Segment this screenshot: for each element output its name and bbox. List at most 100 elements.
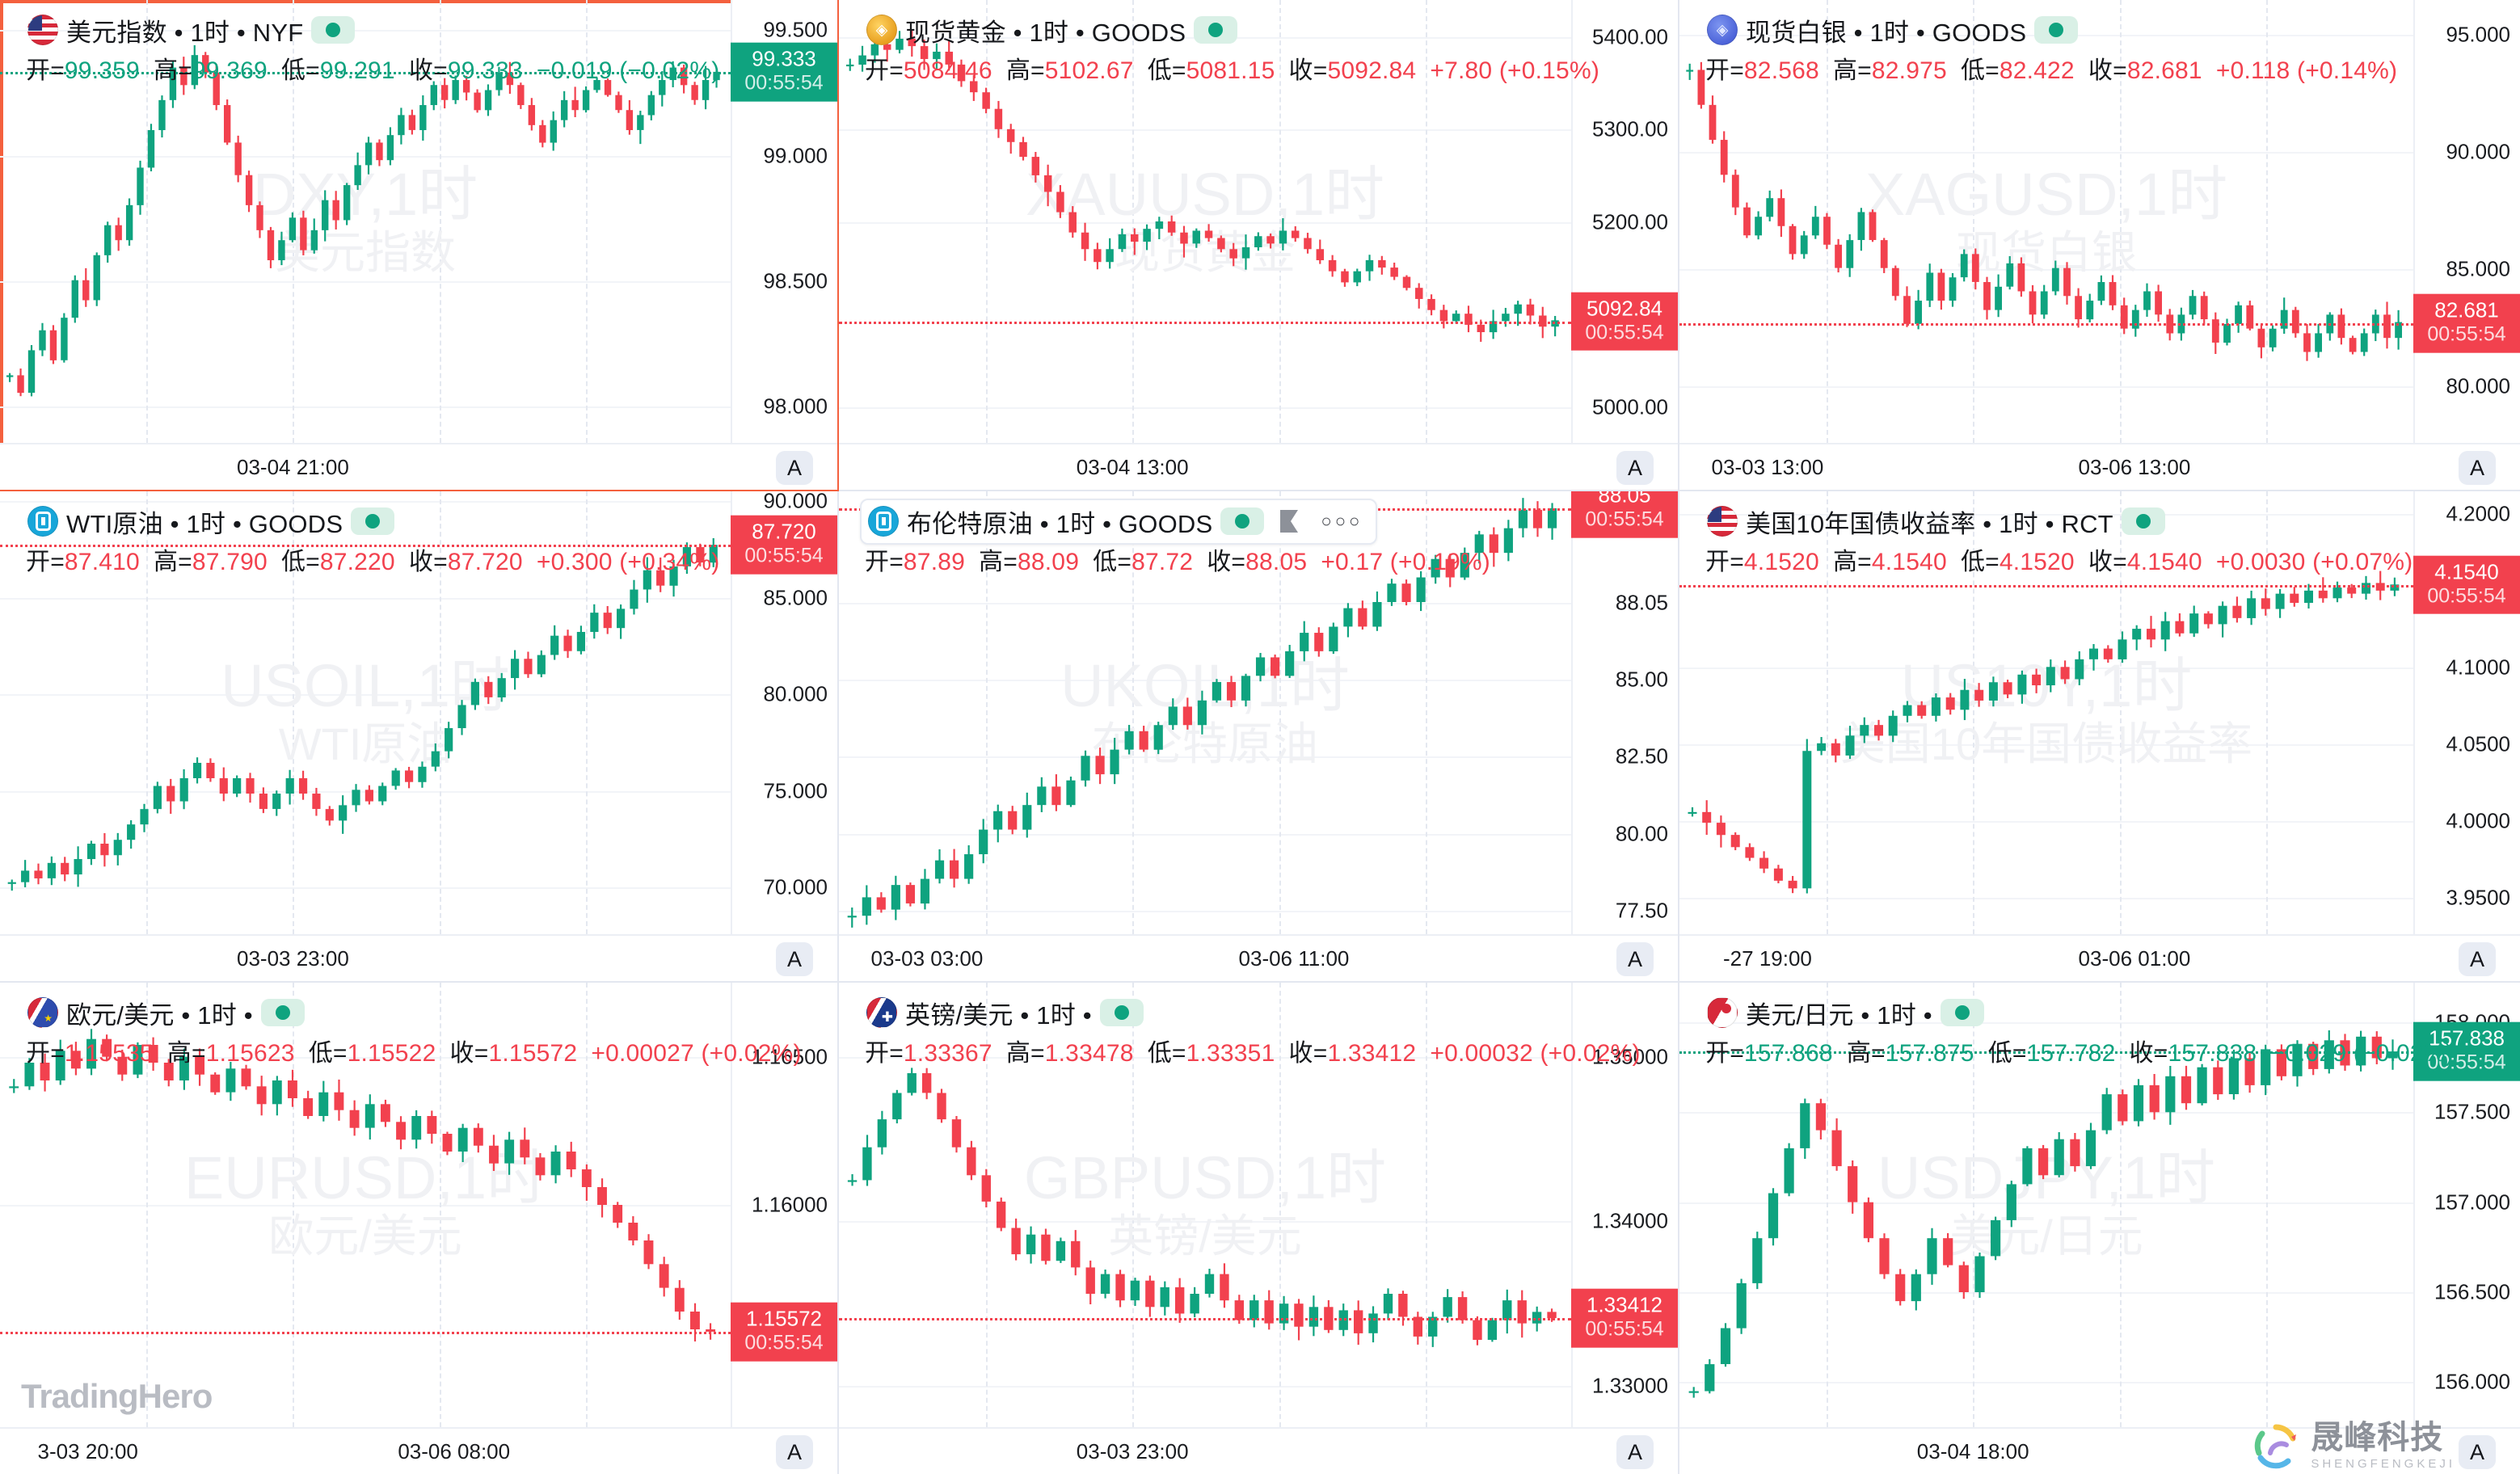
price-axis-eurusd[interactable]: 1.16500 1.16000 1.15572 00:55:54 bbox=[731, 983, 837, 1427]
flag-marker-icon[interactable] bbox=[1279, 508, 1303, 534]
auto-scale-button[interactable]: A bbox=[1616, 451, 1654, 485]
time-tick-label: 03-04 13:00 bbox=[1076, 455, 1189, 479]
symbol-pill[interactable]: 布伦特原油 • 1时 • GOODS ○○○ bbox=[860, 498, 1378, 545]
current-price-badge[interactable]: 157.838 00:55:54 bbox=[2413, 1021, 2520, 1081]
close-value: 1.33412 bbox=[1327, 1040, 1417, 1067]
price-axis-xauusd[interactable]: 5400.00 5300.00 5200.00 5000.00 5092.84 00:55… bbox=[1571, 0, 1678, 443]
market-status-chip[interactable] bbox=[2034, 16, 2079, 44]
time-axis-xagusd[interactable]: 03-03 13:00 03-06 13:00 A bbox=[1679, 443, 2520, 490]
time-axis-usoil[interactable]: 03-03 23:00 A bbox=[0, 934, 837, 981]
current-price-badge[interactable]: 4.1540 00:55:54 bbox=[2413, 555, 2520, 615]
symbol-pill[interactable]: 美国10年国债收益率 • 1时 • RCT bbox=[1700, 500, 2178, 543]
symbol-row: 现货黄金 • 1时 • GOODS bbox=[860, 11, 1678, 48]
symbol-row: 布伦特原油 • 1时 • GOODS ○○○ bbox=[860, 498, 1678, 545]
candlestick-series bbox=[839, 491, 1571, 934]
time-axis-us10y[interactable]: -27 19:00 03-06 01:00 A bbox=[1679, 934, 2520, 981]
price-axis-us10y[interactable]: 4.2000 4.1000 4.0500 4.0000 3.9500 4.1540 00:5… bbox=[2413, 491, 2520, 934]
price-axis-gbpusd[interactable]: 1.35000 1.34000 1.33000 1.33412 00:55:54 bbox=[1571, 983, 1678, 1427]
horizontal-gridline bbox=[1679, 1382, 2413, 1384]
badge-countdown: 00:55:54 bbox=[744, 1331, 824, 1354]
shengfeng-text: 晟峰科技 SHENGFENGKEJI bbox=[2311, 1421, 2455, 1470]
price-axis-usdjpy[interactable]: 158.000157.500157.000156.500156.000157.8… bbox=[2413, 983, 2520, 1427]
time-axis-eurusd[interactable]: 3-03 20:00 03-06 08:00 A bbox=[0, 1427, 837, 1474]
chart-panel-us10y[interactable]: US10Y,1时 美国10年国债收益率 4.2000 4.1000 4.0500 4.00… bbox=[1679, 491, 2520, 983]
auto-scale-button[interactable]: A bbox=[1616, 942, 1654, 976]
price-tick-label: 80.000 bbox=[763, 681, 828, 706]
market-status-chip[interactable] bbox=[1940, 999, 1984, 1026]
auto-scale-button[interactable]: A bbox=[2459, 942, 2496, 976]
market-status-chip[interactable] bbox=[1194, 16, 1238, 44]
time-tick-label: 03-03 03:00 bbox=[870, 946, 984, 971]
auto-scale-button[interactable]: A bbox=[1616, 1435, 1654, 1469]
time-tick-label: 03-04 21:00 bbox=[236, 455, 349, 479]
current-price-badge[interactable]: 5092.84 00:55:54 bbox=[1571, 292, 1678, 352]
badge-countdown: 00:55:54 bbox=[1585, 1317, 1664, 1341]
panel-header-dxy: 美元指数 • 1时 • NYF 开=99.359 高=99.369 低=99.29… bbox=[0, 0, 837, 86]
chart-panel-ukoil[interactable]: UKOIL,1时 布伦特原油 88.05 85.00 82.50 80.00 77.50 88… bbox=[839, 491, 1679, 983]
current-price-badge[interactable]: 82.681 00:55:54 bbox=[2413, 293, 2520, 353]
auto-scale-button[interactable]: A bbox=[2459, 451, 2496, 485]
price-axis-dxy[interactable]: 99.500 99.000 98.500 98.000 99.333 00:55:54 bbox=[731, 0, 837, 443]
chart-panel-xauusd[interactable]: XAUUSD,1时 现货黄金 5400.00 5300.00 5200.00 5000.0… bbox=[839, 0, 1679, 491]
auto-scale-button[interactable]: A bbox=[776, 451, 813, 485]
ohlc-legend: 开=99.359 高=99.369 低=99.291 收=99.333 −0.0… bbox=[21, 50, 837, 86]
current-price-badge[interactable]: 99.333 00:55:54 bbox=[731, 42, 837, 102]
time-axis-gbpusd[interactable]: 03-03 23:00 A bbox=[839, 1427, 1678, 1474]
time-axis-usdjpy[interactable]: 03-04 18:00 A bbox=[1679, 1427, 2520, 1474]
price-tick-label: 5400.00 bbox=[1592, 24, 1668, 49]
time-axis-xauusd[interactable]: 03-04 13:00 A bbox=[839, 443, 1678, 490]
current-price-badge[interactable]: 1.15572 00:55:54 bbox=[731, 1302, 837, 1362]
vertical-gridline bbox=[2119, 491, 2122, 934]
chart-panel-usdjpy[interactable]: USDJPY,1时美元/日元158.000157.500157.000156.5… bbox=[1679, 983, 2520, 1474]
chart-panel-dxy[interactable]: DXY,1时 美元指数 99.500 99.000 98.500 98.000 99.333… bbox=[0, 0, 839, 491]
vertical-gridline bbox=[2119, 983, 2122, 1427]
low-label: 低= bbox=[1093, 549, 1132, 575]
current-price-badge[interactable]: 88.05 00:55:54 bbox=[1571, 491, 1678, 538]
market-status-chip[interactable] bbox=[260, 999, 305, 1026]
time-axis-dxy[interactable]: 03-04 21:00 A bbox=[0, 443, 837, 490]
symbol-pill[interactable]: 欧元/美元 • 1时 • bbox=[21, 992, 318, 1034]
symbol-pill[interactable]: 现货黄金 • 1时 • GOODS bbox=[860, 9, 1250, 52]
price-axis-xagusd[interactable]: 95.000 90.000 85.000 80.000 82.681 00:55:54 bbox=[2413, 0, 2520, 443]
horizontal-gridline bbox=[839, 756, 1571, 759]
low-value: 4.1520 bbox=[1999, 549, 2075, 575]
market-status-chip[interactable] bbox=[351, 507, 395, 535]
symbol-pill[interactable]: 美元/日元 • 1时 • bbox=[1700, 992, 1997, 1034]
chart-panel-usoil[interactable]: USOIL,1时 WTI原油 90.000 85.000 80.000 75.000 70.… bbox=[0, 491, 839, 983]
market-status-chip[interactable] bbox=[1099, 999, 1144, 1026]
high-label: 高= bbox=[1005, 57, 1045, 84]
time-axis-ukoil[interactable]: 03-03 03:00 03-06 11:00 A bbox=[839, 934, 1678, 981]
panel-header-us10y: 美国10年国债收益率 • 1时 • RCT 开=4.1520 高=4.1540 低… bbox=[1679, 491, 2520, 577]
shengfeng-mark-icon bbox=[2251, 1421, 2301, 1471]
current-price-badge[interactable]: 1.33412 00:55:54 bbox=[1571, 1288, 1678, 1348]
time-tick-label: 03-06 13:00 bbox=[2078, 455, 2191, 479]
auto-scale-button[interactable]: A bbox=[776, 942, 813, 976]
time-tick-label: 03-06 11:00 bbox=[1238, 946, 1350, 971]
symbol-pill[interactable]: 英镑/美元 • 1时 • bbox=[860, 992, 1157, 1034]
market-status-chip[interactable] bbox=[1220, 507, 1265, 535]
market-status-chip[interactable] bbox=[311, 16, 356, 44]
price-axis-usoil[interactable]: 90.000 85.000 80.000 75.000 70.000 87.720 00:5… bbox=[731, 491, 837, 934]
symbol-title: 欧元/美元 • 1时 • bbox=[66, 1000, 253, 1030]
high-value: 5102.67 bbox=[1044, 57, 1134, 84]
symbol-pill[interactable]: 美元指数 • 1时 • NYF bbox=[21, 9, 368, 52]
vertical-gridline bbox=[1973, 983, 1975, 1427]
auto-scale-button[interactable]: A bbox=[776, 1435, 813, 1469]
chart-panel-eurusd[interactable]: EURUSD,1时 欧元/美元 1.16500 1.16000 1.15572 00:55… bbox=[0, 983, 839, 1474]
auto-scale-button[interactable]: A bbox=[2459, 1435, 2496, 1469]
symbol-pill[interactable]: WTI原油 • 1时 • GOODS bbox=[21, 500, 407, 543]
close-value: 88.05 bbox=[1245, 549, 1308, 575]
open-value: 87.410 bbox=[64, 549, 140, 575]
chart-panel-xagusd[interactable]: XAGUSD,1时 现货白银 95.000 90.000 85.000 80.000 82.… bbox=[1679, 0, 2520, 491]
panel-header-usdjpy: 美元/日元 • 1时 • 开=157.868 高=157.875 低=157.7… bbox=[1679, 983, 2520, 1068]
symbol-row: 美元指数 • 1时 • NYF bbox=[21, 11, 837, 48]
candlestick-series bbox=[839, 983, 1571, 1427]
more-options-icon[interactable]: ○○○ bbox=[1321, 511, 1363, 531]
symbol-pill[interactable]: 现货白银 • 1时 • GOODS bbox=[1700, 9, 2091, 52]
price-axis-ukoil[interactable]: 88.05 85.00 82.50 80.00 77.50 88.05 00:55:54 bbox=[1571, 491, 1678, 934]
market-status-chip[interactable] bbox=[2121, 507, 2165, 535]
open-value: 82.568 bbox=[1743, 57, 1819, 84]
current-price-badge[interactable]: 87.720 00:55:54 bbox=[731, 516, 837, 575]
chart-panel-gbpusd[interactable]: GBPUSD,1时 英镑/美元 1.35000 1.34000 1.33000 1.334… bbox=[839, 983, 1679, 1474]
